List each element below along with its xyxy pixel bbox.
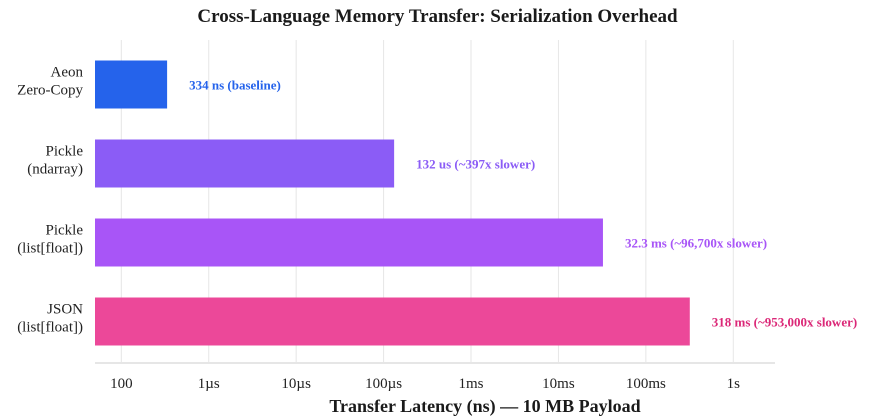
x-tick-label: 1s xyxy=(727,376,741,392)
y-category-label-line: Zero-Copy xyxy=(17,83,83,99)
x-axis: 100 1µs 10µs 100µs 1ms 10ms 100ms 1s xyxy=(95,362,775,392)
y-category-label-line: JSON xyxy=(47,302,83,318)
bar xyxy=(95,218,603,267)
y-category-label: Pickle (list[float]) xyxy=(17,223,83,257)
x-tick-label: 100µs xyxy=(365,376,402,392)
x-tick-label: 100 xyxy=(110,376,133,392)
x-tick-label: 10µs xyxy=(281,376,311,392)
bar xyxy=(95,297,690,346)
x-tick-label: 1µs xyxy=(198,376,220,392)
bar xyxy=(95,60,168,109)
y-category-label-line: (list[float]) xyxy=(17,241,83,257)
bars xyxy=(95,60,690,346)
bar-data-label: 334 ns (baseline) xyxy=(189,78,281,93)
y-category-label-line: Pickle xyxy=(46,223,84,239)
y-category-label-line: (list[float]) xyxy=(17,320,83,336)
x-tick-label: 10ms xyxy=(542,376,575,392)
category-labels: Aeon Zero-Copy Pickle (ndarray) Pickle (list[… xyxy=(17,65,83,336)
bar-data-label: 318 ms (~953,000x slower) xyxy=(712,315,857,330)
y-category-label-line: (ndarray) xyxy=(27,162,83,178)
x-tick-label: 100ms xyxy=(626,376,666,392)
y-category-label: Pickle (ndarray) xyxy=(27,144,83,178)
bar xyxy=(95,139,395,188)
bar-data-label: 32.3 ms (~96,700x slower) xyxy=(625,236,767,251)
y-category-label: Aeon Zero-Copy xyxy=(17,65,83,99)
y-category-label-line: Aeon xyxy=(51,65,84,81)
data-labels: 334 ns (baseline) 132 us (~397x slower) 32… xyxy=(189,78,857,330)
y-category-label-line: Pickle xyxy=(46,144,84,160)
y-category-label: JSON (list[float]) xyxy=(17,302,83,336)
chart-title: Cross-Language Memory Transfer: Serializ… xyxy=(197,6,678,27)
x-axis-title: Transfer Latency (ns) — 10 MB Payload xyxy=(329,396,640,417)
x-tick-label: 1ms xyxy=(459,376,484,392)
bar-data-label: 132 us (~397x slower) xyxy=(416,157,535,172)
